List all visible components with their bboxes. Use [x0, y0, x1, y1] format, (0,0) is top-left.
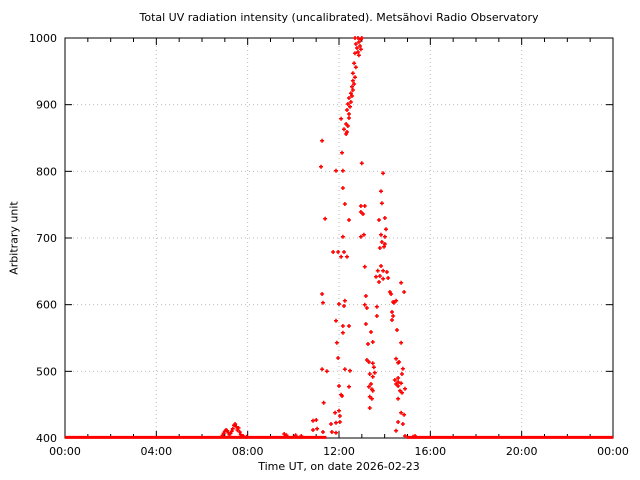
y-tick-label: 700	[36, 232, 57, 245]
y-tick-label: 400	[36, 432, 57, 445]
chart-title: Total UV radiation intensity (uncalibrat…	[139, 11, 539, 24]
gridlines	[65, 38, 613, 438]
y-tick-label: 600	[36, 299, 57, 312]
x-tick-label: 04:00	[140, 445, 172, 458]
y-tick-label: 800	[36, 165, 57, 178]
y-tick-label: 1000	[29, 32, 57, 45]
x-tick-label: 12:00	[323, 445, 355, 458]
tick-labels: 00:00 04:00 08:00 12:00 16:00 20:00 00:0040050…	[29, 32, 629, 458]
x-tick-label: 08:00	[232, 445, 264, 458]
x-tick-label: 00:00	[597, 445, 629, 458]
x-tick-label: 20:00	[506, 445, 538, 458]
y-tick-label: 900	[36, 99, 57, 112]
y-tick-label: 500	[36, 365, 57, 378]
x-tick-label: 16:00	[414, 445, 446, 458]
x-tick-label: 00:00	[49, 445, 81, 458]
x-axis-label: Time UT, on date 2026-02-23	[258, 460, 420, 473]
data-points	[220, 36, 417, 439]
